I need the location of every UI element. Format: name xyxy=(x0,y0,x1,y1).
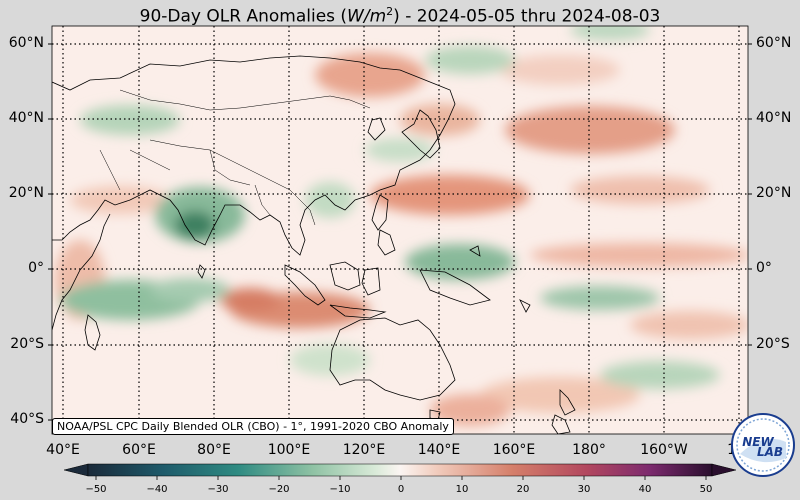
coastlines xyxy=(52,55,576,434)
lon-label-60e: 60°E xyxy=(122,442,156,458)
lat-label-20s-right: 20°S xyxy=(756,336,790,352)
axis-ticks xyxy=(48,43,752,421)
lat-label-20n-left: 20°N xyxy=(8,185,44,201)
unit-base: W/m xyxy=(347,6,387,27)
lat-label-20s-left: 20°S xyxy=(10,336,44,352)
lon-label-180: 180° xyxy=(572,442,606,458)
lon-label-140e: 140°E xyxy=(417,442,461,458)
colorbar-label-m50: −50 xyxy=(85,484,107,495)
colorbar-label-m40: −40 xyxy=(146,484,168,495)
logo-text-new: NEW xyxy=(742,435,774,449)
lon-label-120e: 120°E xyxy=(342,442,386,458)
lat-label-40n-right: 40°N xyxy=(756,110,792,126)
colorbar-max-arrow xyxy=(711,463,737,477)
lon-label-160e: 160°E xyxy=(492,442,536,458)
noaa-psl-logo: NEW LAB xyxy=(731,413,795,477)
anomaly-field xyxy=(55,26,748,426)
logo-text-lab: LAB xyxy=(757,445,783,459)
colorbar-label-30: 30 xyxy=(577,484,591,495)
lat-label-60n-right: 60°N xyxy=(756,35,792,51)
colorbar-min-arrow xyxy=(63,463,89,477)
country-borders xyxy=(99,89,371,226)
lat-label-40s-left: 40°S xyxy=(10,411,44,427)
colorbar-label-50: 50 xyxy=(699,484,713,495)
colorbar-label-10: 10 xyxy=(455,484,469,495)
lat-label-20n-right: 20°N xyxy=(756,185,792,201)
lon-label-40e: 40°E xyxy=(46,442,80,458)
lat-label-60n-left: 60°N xyxy=(8,35,44,51)
lon-label-80e: 80°E xyxy=(197,442,231,458)
colorbar-bar xyxy=(87,463,713,477)
colorbar-label-0: 0 xyxy=(397,484,405,495)
lat-label-eq-left: 0° xyxy=(28,260,44,276)
colorbar-label-m10: −10 xyxy=(329,484,351,495)
lon-label-160w: 160°W xyxy=(640,442,688,458)
lon-label-100e: 100°E xyxy=(267,442,311,458)
lat-label-eq-right: 0° xyxy=(756,260,772,276)
colorbar-ticks xyxy=(95,476,707,480)
data-source-note: NOAA/PSL CPC Daily Blended OLR (CBO) - 1… xyxy=(52,418,454,435)
colorbar-label-20: 20 xyxy=(516,484,530,495)
colorbar-label-40: 40 xyxy=(638,484,652,495)
colorbar-label-m30: −30 xyxy=(207,484,229,495)
map-title: 90-Day OLR Anomalies (W/m2) - 2024-05-05… xyxy=(139,5,661,27)
lat-label-40n-left: 40°N xyxy=(8,110,44,126)
colorbar-label-m20: −20 xyxy=(268,484,290,495)
unit-exponent: 2 xyxy=(386,5,394,18)
